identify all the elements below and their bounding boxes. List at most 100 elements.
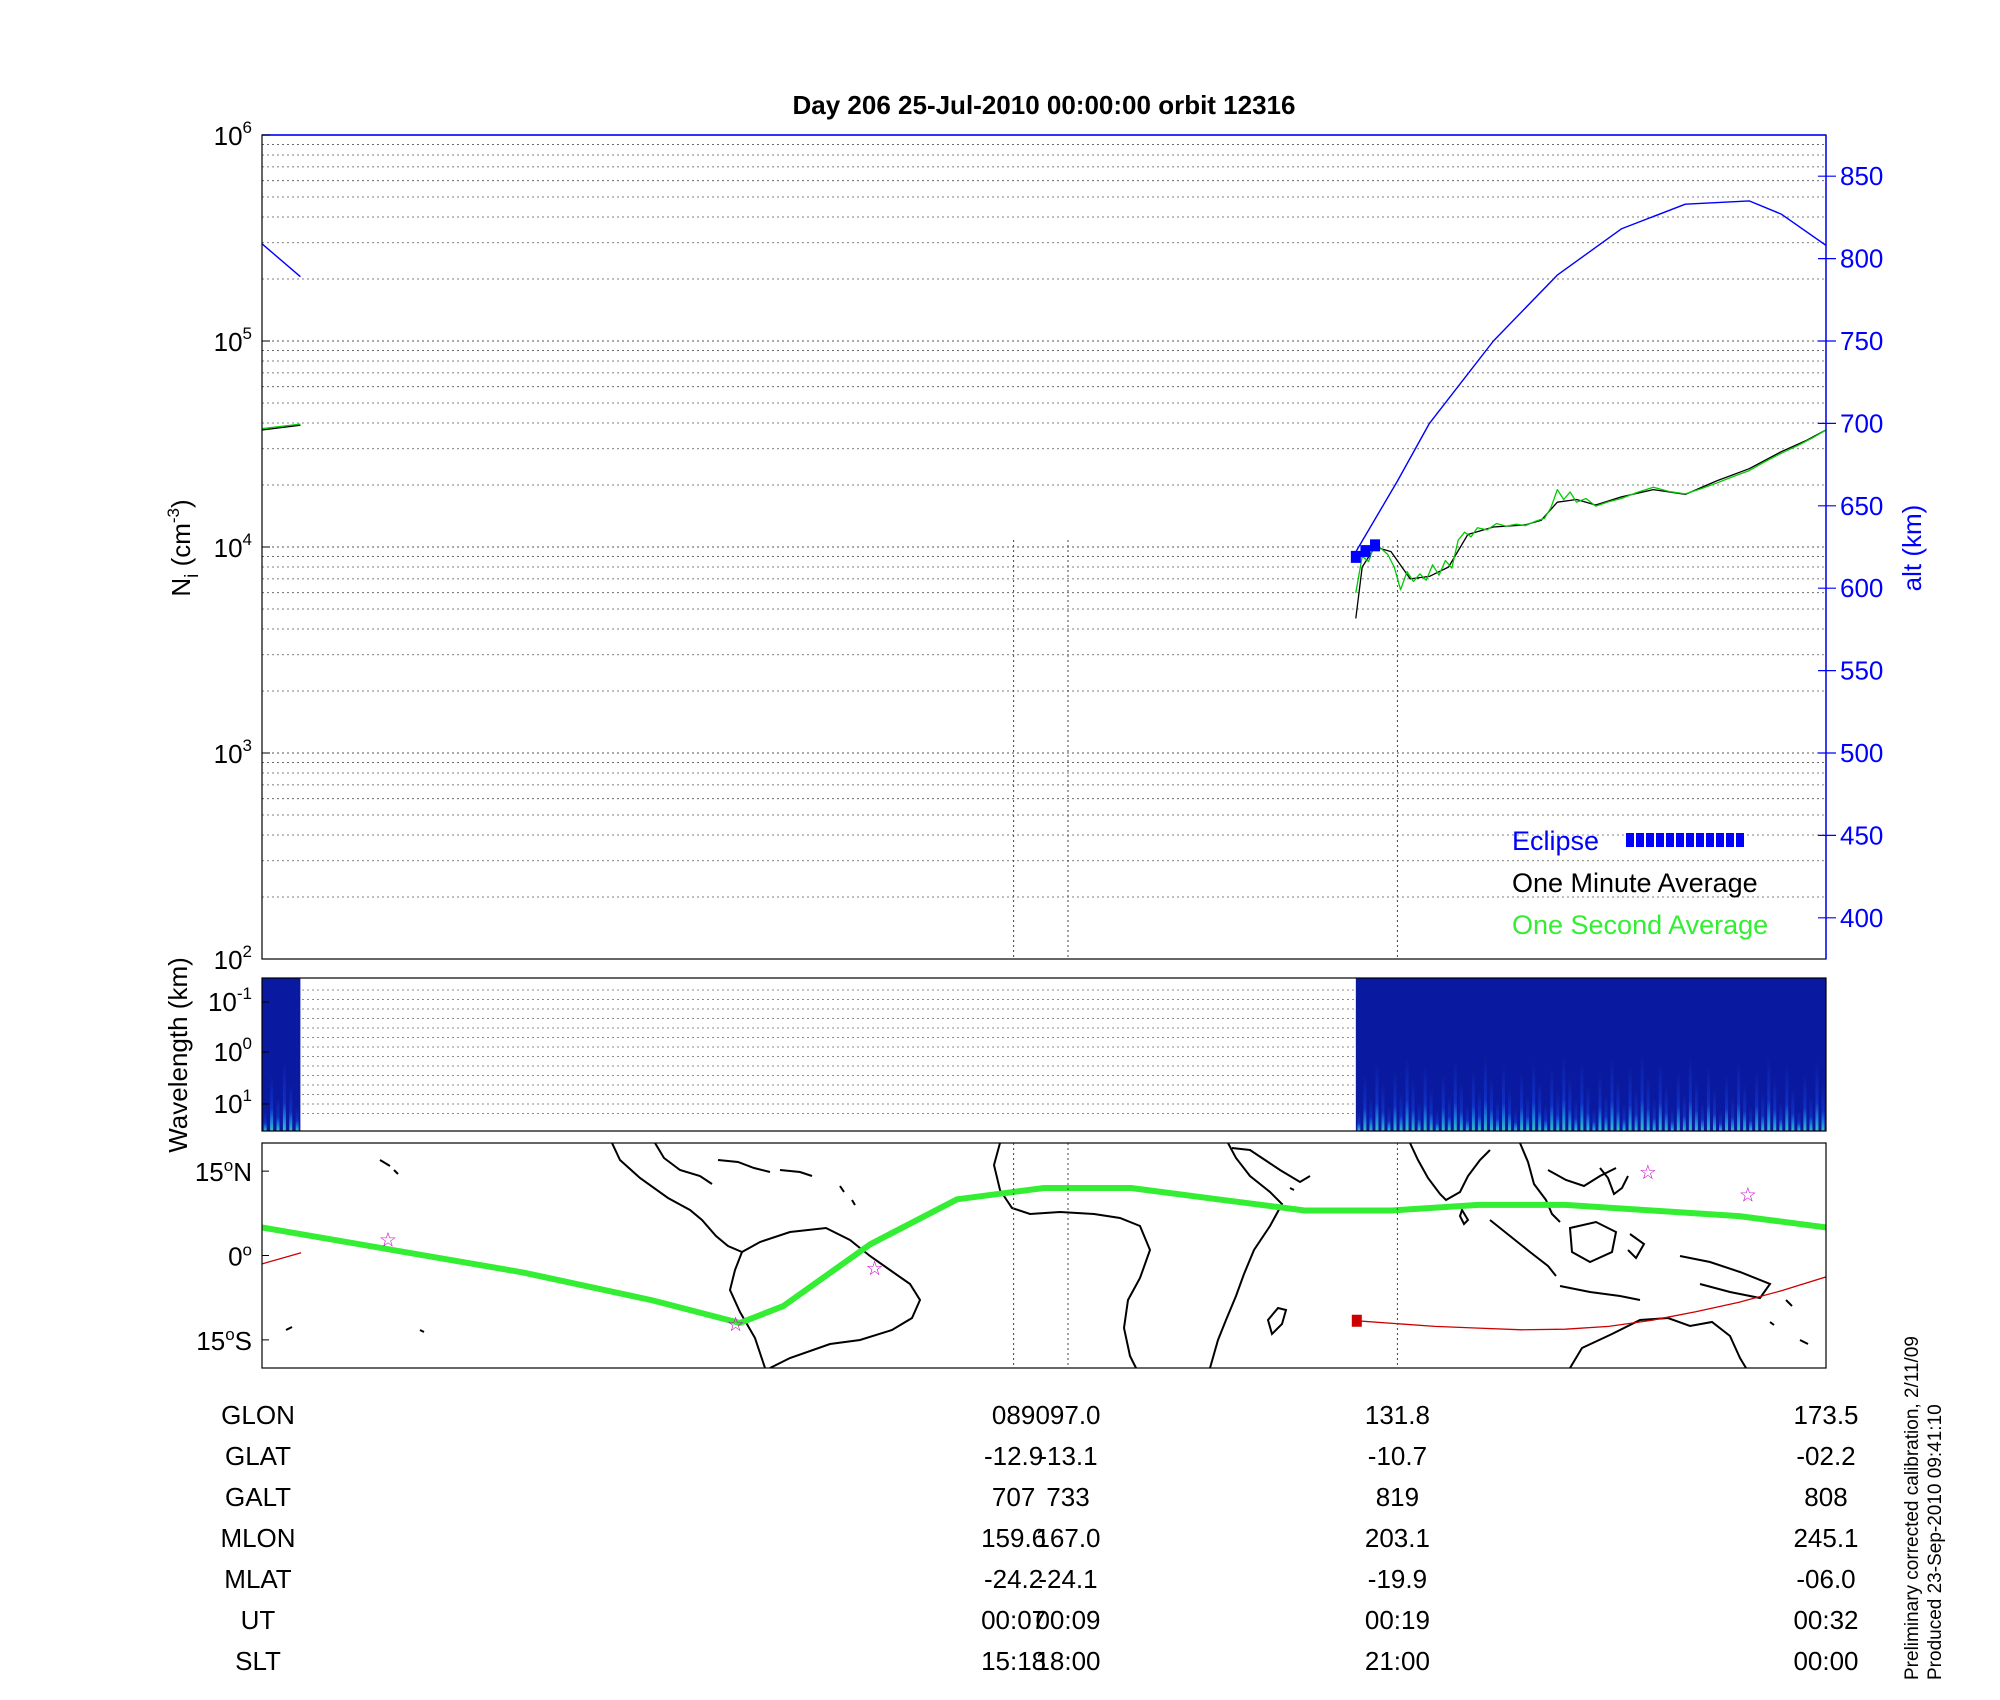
spectrogram-streak (1652, 1098, 1656, 1131)
legend-eclipse-mark (1726, 833, 1734, 847)
orbit-table-cell: 203.1 (1365, 1523, 1430, 1553)
spectrogram-tick-base: 10 (214, 1037, 243, 1067)
coastline-islands (379, 1159, 1295, 1206)
spectrogram-streak (1694, 1079, 1698, 1131)
orbit-table-cell: 21:00 (1365, 1646, 1430, 1676)
spectrogram-streak (1586, 1085, 1590, 1131)
spectrogram-streak (1357, 1111, 1361, 1131)
spectrogram-streak (1441, 1073, 1445, 1131)
spectrogram-streak (1658, 1061, 1662, 1131)
orbit-table-cell: 733 (1046, 1482, 1089, 1512)
altitude-tick-label: 600 (1840, 573, 1883, 603)
one-second-line (262, 423, 301, 430)
density-tick-base: 10 (214, 327, 243, 357)
legend-eclipse-mark (1736, 833, 1744, 847)
spectrogram-streak (1447, 1096, 1451, 1131)
spectrogram-streak (295, 1106, 299, 1131)
legend-eclipse-mark (1656, 833, 1664, 847)
legend-eclipse-mark (1676, 833, 1684, 847)
orbit-table-cell: 097.0 (1035, 1400, 1100, 1430)
coastline-south-america (741, 1226, 922, 1368)
altitude-tick-label: 850 (1840, 161, 1883, 191)
spectrogram-streak (1646, 1075, 1650, 1131)
density-tick-label: 104 (214, 530, 252, 563)
map-lat-tick-label: 15oS (196, 1325, 252, 1356)
map-series: ☆ ☆ ☆ ☆ ☆ (262, 1162, 1826, 1336)
spectrogram-streak (1767, 1055, 1771, 1131)
map-star-marker: ☆ (727, 1314, 745, 1336)
spectrogram-streak (1821, 1082, 1825, 1131)
eclipse-series (1350, 539, 1381, 563)
orbit-table-row-label: MLAT (224, 1564, 292, 1594)
spectrogram-streak (1375, 1060, 1379, 1131)
altitude-tick-label: 400 (1840, 903, 1883, 933)
spectrogram-tick-label: 10-1 (208, 984, 252, 1017)
eclipse-marker (1370, 539, 1381, 552)
spectrogram-streak (1568, 1076, 1572, 1131)
map-star-marker: ☆ (1639, 1162, 1657, 1184)
legend-eclipse-mark (1716, 833, 1724, 847)
eclipse-marker (1350, 550, 1361, 563)
spectrogram-streak (1700, 1102, 1704, 1131)
spectrogram-streak (1417, 1101, 1421, 1131)
orbit-table-cell: 159.6 (981, 1523, 1046, 1553)
orbit-table: GLON 089 097.0 131.8 173.5 GLAT -12.9-13.1 -10.… (220, 1400, 1858, 1676)
spectrogram-tick-base: 10 (214, 1089, 243, 1119)
spectrogram-streak (1598, 1071, 1602, 1131)
density-tick-base: 10 (214, 121, 243, 151)
chart-title: Day 206 25-Jul-2010 00:00:00 orbit 12316 (793, 90, 1296, 120)
spectrogram-streak (1532, 1058, 1536, 1131)
altitude-tick-label: 550 (1840, 656, 1883, 686)
orbit-table-cell: 167.0 (1035, 1523, 1100, 1553)
legend-eclipse-mark (1626, 833, 1634, 847)
coastline-madagascar (1266, 1306, 1288, 1336)
coastline-new-guinea (1679, 1255, 1772, 1300)
altitude-tick-label: 500 (1840, 738, 1883, 768)
density-ylabel-exp: -3 (164, 508, 183, 523)
density-ylabel-unit: (cm (166, 523, 196, 574)
orbit-table-cell: 00:19 (1365, 1605, 1430, 1635)
spectrogram-streak (1387, 1106, 1391, 1131)
spectrogram-streak (1688, 1056, 1692, 1131)
density-tick-base: 10 (214, 533, 243, 563)
map-area (262, 1143, 1826, 1368)
altitude-tick-label: 750 (1840, 326, 1883, 356)
spectrogram-streak (1435, 1110, 1439, 1131)
orbit-table-cell: 00:00 (1793, 1646, 1858, 1676)
spectrogram-streak (1622, 1103, 1626, 1131)
map-star-marker: ☆ (379, 1230, 397, 1252)
density-tick-label: 102 (214, 942, 252, 975)
spectrogram-streak (1604, 1094, 1608, 1131)
spectrogram-streak (1803, 1073, 1807, 1131)
coastline-sulawesi (1627, 1233, 1646, 1260)
spectrogram-streak (1459, 1082, 1463, 1131)
legend-eclipse-mark (1636, 833, 1644, 847)
altitude-line (1355, 200, 1826, 553)
footer-line1: Preliminary corrected calibration, 2/11/… (1902, 1336, 1923, 1680)
spectrogram-streak (1628, 1066, 1632, 1131)
spectrogram-tick-exp: -1 (237, 984, 252, 1003)
spectrogram-streak (1592, 1108, 1596, 1131)
map-lat-tick-deg: 15 (195, 1157, 224, 1187)
density-tick-label: 105 (214, 324, 252, 357)
one-second-series (262, 423, 1826, 593)
spectrogram-streak (1616, 1080, 1620, 1131)
coastline-indochina (1519, 1143, 1561, 1223)
spectrogram-streak (1483, 1054, 1487, 1131)
map-lat-tick-label: 0o (228, 1241, 252, 1272)
coastline-arabia (1231, 1147, 1311, 1184)
spectrogram-streak (1453, 1059, 1457, 1131)
altitude-tick-label: 450 (1840, 820, 1883, 850)
orbit-table-cell: 245.1 (1793, 1523, 1858, 1553)
orbit-table-cell: 089 (992, 1400, 1035, 1430)
one-minute-line (262, 424, 301, 431)
orbit-table-cell: 15:18 (981, 1646, 1046, 1676)
spectrogram-tick-label: 100 (214, 1034, 252, 1067)
orbit-table-cell: 00:07 (981, 1605, 1046, 1635)
spectrogram-streak (1719, 1111, 1723, 1131)
density-tick-label: 103 (214, 736, 252, 769)
orbit-table-cell: -13.1 (1038, 1441, 1097, 1471)
